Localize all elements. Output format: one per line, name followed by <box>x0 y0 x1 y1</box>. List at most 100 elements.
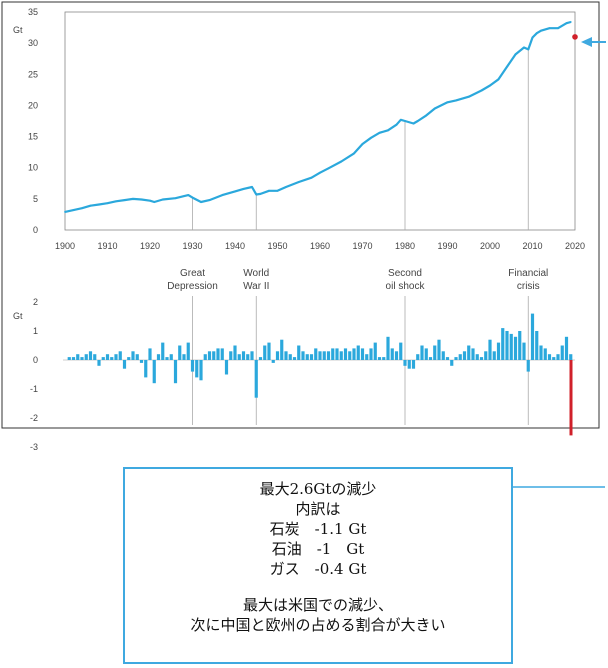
line-point <box>480 89 483 92</box>
bar <box>488 339 492 360</box>
arrow-icon <box>581 37 592 47</box>
line-x-tick: 1970 <box>352 241 372 251</box>
line-point <box>353 152 355 155</box>
line-point <box>106 202 109 205</box>
line-point <box>123 199 126 202</box>
bar <box>199 360 203 381</box>
bar <box>416 354 420 360</box>
line-point <box>132 197 134 200</box>
line-x-tick: 1900 <box>55 241 75 251</box>
line-point <box>251 186 253 188</box>
bar <box>93 354 97 360</box>
line-point <box>531 36 534 39</box>
bar <box>331 348 335 360</box>
bar <box>233 345 237 360</box>
bar <box>84 354 88 360</box>
line-point <box>174 197 177 200</box>
bar <box>254 360 258 398</box>
bar <box>382 357 386 360</box>
note-line: 内訳は <box>295 500 341 518</box>
bar <box>322 351 326 360</box>
callout-connector <box>512 37 606 488</box>
bar <box>556 354 560 360</box>
bar-y-tick: -1 <box>30 384 38 394</box>
bar <box>467 345 471 360</box>
line-point <box>446 101 449 104</box>
line-point <box>557 27 559 30</box>
bar <box>250 351 254 360</box>
bar-y-tick: 0 <box>33 355 38 365</box>
line-point <box>276 189 279 192</box>
line-point <box>489 84 491 87</box>
event-label: Great <box>180 268 205 279</box>
bar <box>326 351 331 360</box>
bar <box>178 345 182 360</box>
line-point <box>187 194 190 197</box>
bar <box>224 360 229 375</box>
line-point <box>149 199 151 202</box>
line-point <box>64 211 66 213</box>
bar <box>284 351 288 360</box>
bar <box>560 345 564 360</box>
line-point <box>378 131 381 134</box>
bar <box>343 348 348 360</box>
bar <box>114 354 118 360</box>
bar <box>339 351 343 360</box>
bar <box>552 357 556 360</box>
bar <box>190 360 195 372</box>
bar <box>220 348 224 360</box>
line-point <box>497 78 500 81</box>
bar <box>271 360 275 363</box>
line-point <box>569 21 572 23</box>
line-point <box>285 186 287 188</box>
line-x-tick: 1940 <box>225 241 245 251</box>
bar <box>335 348 339 360</box>
event-label: Second <box>388 268 422 279</box>
bar <box>161 342 165 360</box>
bar <box>539 345 543 360</box>
bar <box>454 357 458 360</box>
bar <box>394 351 399 360</box>
line-point <box>370 136 372 139</box>
line-y-tick: 25 <box>28 69 38 79</box>
line-point <box>153 201 156 203</box>
line-point <box>361 143 364 145</box>
note-line: ガス -0.4 Gt <box>269 560 367 578</box>
bar <box>263 345 267 360</box>
note-line: 最大は米国での減少、 <box>242 596 393 614</box>
bar <box>420 345 424 360</box>
bar <box>360 348 365 360</box>
bar <box>450 360 454 366</box>
bar <box>471 348 475 360</box>
line-point <box>221 194 224 197</box>
bar <box>309 354 314 360</box>
line-plot-area <box>64 11 576 231</box>
bar <box>501 328 505 360</box>
line-point <box>523 46 525 49</box>
line-point <box>242 187 245 190</box>
bar <box>118 351 122 360</box>
bar <box>399 342 403 360</box>
bar <box>139 360 144 363</box>
line-point <box>506 65 508 68</box>
event-label: World <box>243 268 269 279</box>
bar <box>182 354 186 360</box>
line-y-tick: 35 <box>28 7 38 17</box>
note-line: 最大2.6Gtの減少 <box>259 480 377 498</box>
bar <box>509 333 513 360</box>
line-point <box>319 171 321 174</box>
bar <box>67 357 71 360</box>
line-point <box>540 29 542 32</box>
line-point <box>81 207 83 210</box>
bar <box>377 357 382 360</box>
bar <box>543 348 547 360</box>
note-box: 最大2.6Gtの減少 内訳は 石炭 -1.1 Gt 石油 -1 Gt ガス -0… <box>123 467 513 664</box>
bar <box>88 351 93 360</box>
bar <box>229 351 233 360</box>
bar <box>169 354 173 360</box>
bar <box>246 354 250 360</box>
line-point <box>327 167 330 170</box>
bar <box>195 360 199 378</box>
event-label: oil shock <box>386 281 426 292</box>
bar <box>513 336 518 360</box>
